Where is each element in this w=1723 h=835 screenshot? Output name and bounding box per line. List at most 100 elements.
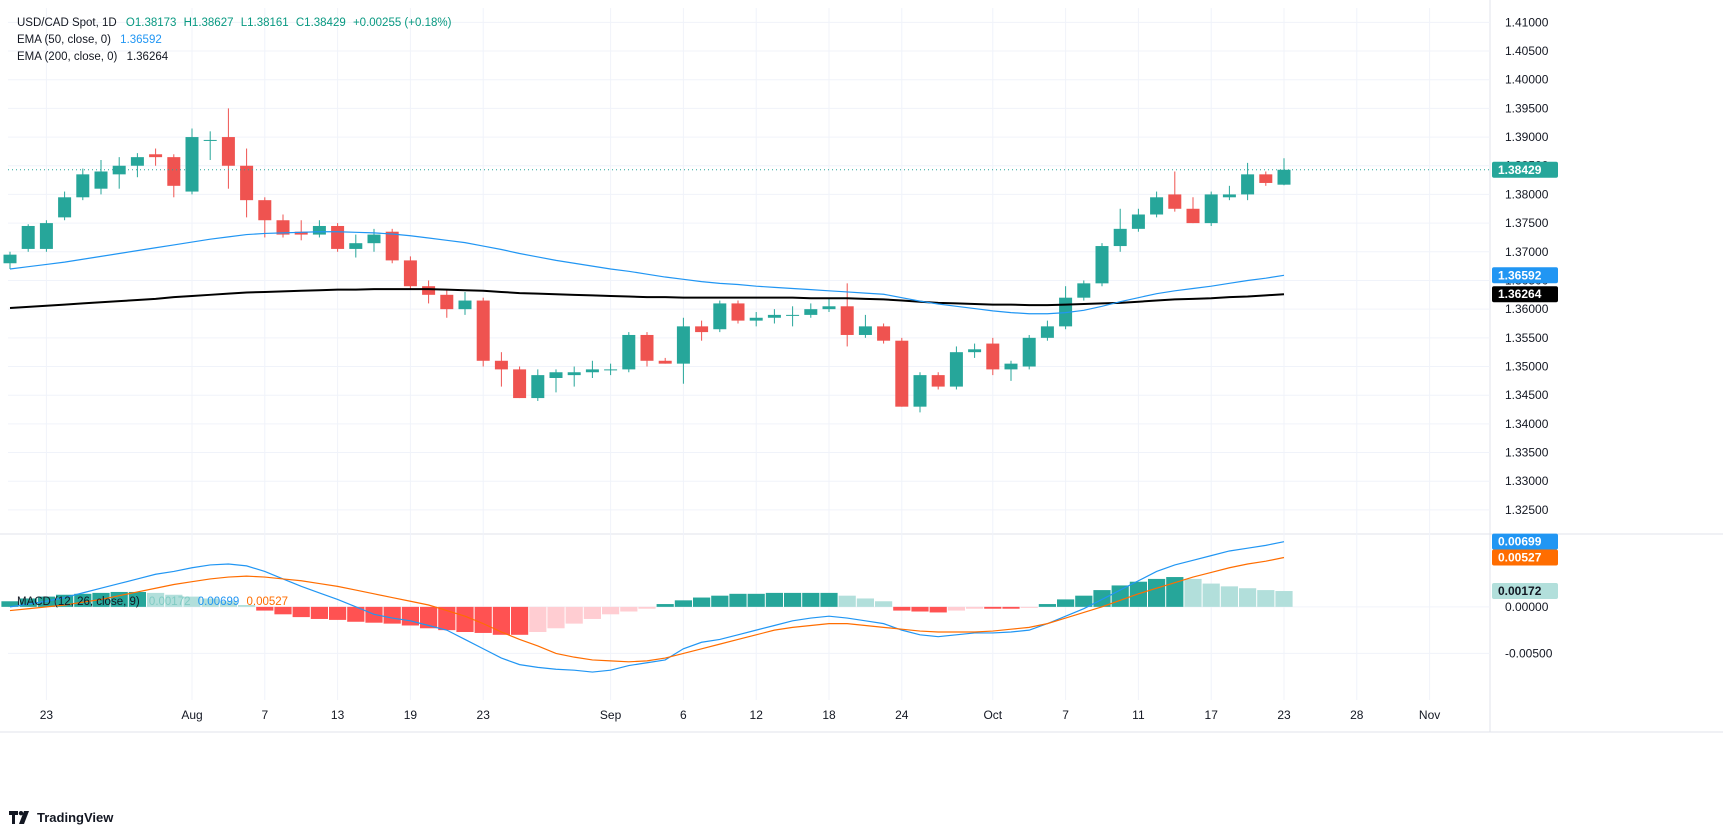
candle-body: [294, 231, 308, 235]
macd-hist-bar: [1002, 606, 1020, 609]
candle-body: [676, 326, 690, 364]
macd-hist-bar: [219, 601, 237, 607]
macd-hist-bar: [19, 598, 37, 607]
candle-body: [1204, 194, 1218, 224]
candle-body: [76, 174, 90, 198]
macd-hist-bar: [238, 604, 256, 607]
candle-body: [94, 171, 108, 189]
macd-hist-bar: [638, 606, 656, 609]
candle-body: [1259, 174, 1273, 183]
macd-hist-bar: [128, 591, 146, 607]
candle-body: [695, 326, 709, 333]
candle-body: [1241, 174, 1255, 195]
candle-body: [877, 326, 891, 341]
tradingview-brand[interactable]: TradingView: [9, 810, 113, 825]
candle-body: [21, 225, 35, 249]
macd-hist-bar: [966, 606, 984, 609]
macd-hist-bar: [820, 592, 838, 607]
hist-badge: 0.00172: [1498, 584, 1542, 598]
candle-body: [567, 372, 581, 376]
macd-hist-bar: [565, 606, 583, 624]
candle-body: [585, 369, 599, 373]
macd-hist-bar: [911, 606, 929, 612]
time-tick-label: 7: [261, 708, 268, 722]
candle-body: [440, 294, 454, 310]
candle-body: [422, 286, 436, 295]
ema50-value: 1.36592: [120, 34, 162, 46]
ema200-legend: EMA (200, close, 0) 1.36264: [17, 51, 172, 63]
close-value: C1.38429: [295, 17, 346, 29]
signal-line: [9, 556, 1285, 663]
time-tick-label: 19: [404, 708, 418, 722]
candle-body: [167, 157, 181, 186]
macd-hist-bar: [165, 594, 183, 607]
macd-hist-bar: [347, 606, 365, 622]
time-tick-label: 23: [40, 708, 54, 722]
low-value: L1.38161: [240, 17, 289, 29]
candle-body: [240, 165, 254, 201]
macd-hist-bar: [1184, 578, 1202, 607]
ema200-badge: 1.36264: [1498, 287, 1542, 301]
candle-body: [130, 157, 144, 166]
candle-body: [640, 334, 654, 361]
price-tick-label: 1.37000: [1505, 245, 1549, 259]
macd-hist-bar: [784, 592, 802, 607]
time-tick-label: 18: [822, 708, 836, 722]
ema50-label: EMA (50, close, 0): [17, 34, 111, 46]
candle-body: [713, 303, 727, 330]
macd-hist-bar: [1, 601, 19, 607]
macd-hist-bar: [147, 592, 165, 607]
macd-value: 0.00699: [197, 596, 240, 608]
ema200-line: [9, 288, 1285, 310]
macd-hist-bar: [401, 606, 419, 626]
candle-body: [1168, 194, 1182, 209]
macd-hist-value: 0.00172: [148, 596, 191, 608]
macd-hist-bar: [1111, 585, 1129, 607]
candle-body: [513, 369, 527, 399]
candle-body: [476, 300, 490, 361]
macd-hist-bar: [474, 606, 492, 633]
candle-body: [1113, 228, 1127, 247]
macd-hist-bar: [456, 606, 474, 633]
macd-hist-bar: [383, 606, 401, 624]
signal-badge-bg: [1492, 549, 1558, 566]
macd-hist-bar: [292, 606, 310, 618]
candle-body: [185, 137, 199, 192]
time-tick-label: 11: [1132, 708, 1145, 722]
time-tick-label: 7: [1062, 708, 1069, 722]
candle-body: [203, 139, 217, 141]
last-price-badge-bg: [1492, 161, 1558, 178]
candle-body: [349, 243, 363, 249]
macd-hist-bar: [802, 592, 820, 607]
price-tick-label: 1.41000: [1505, 15, 1549, 29]
macd-line: [9, 541, 1285, 673]
candle-body: [1150, 197, 1164, 215]
candle-body: [221, 137, 235, 166]
price-tick-label: 1.33000: [1505, 474, 1549, 488]
candle-body: [1077, 283, 1091, 298]
candle-body: [331, 225, 345, 249]
macd-hist-bar: [1239, 588, 1257, 607]
price-tick-label: 1.34000: [1505, 417, 1549, 431]
macd-tick-label: 0.00000: [1505, 600, 1549, 614]
high-value: H1.38627: [183, 17, 234, 29]
candle-body: [494, 360, 508, 370]
macd-hist-bar: [511, 606, 529, 635]
ema200-label: EMA (200, close, 0): [17, 51, 118, 63]
symbol-legend: USD/CAD Spot, 1D O1.38173 H1.38627 L1.38…: [17, 17, 455, 29]
candle-body: [822, 306, 836, 310]
time-tick-label: 6: [680, 708, 687, 722]
macd-hist-bar: [492, 606, 510, 635]
macd-hist-bar: [1057, 599, 1075, 607]
macd-hist-bar: [1075, 595, 1093, 607]
macd-hist-bar: [1020, 606, 1038, 608]
macd-hist-bar: [1220, 586, 1238, 607]
price-tick-label: 1.35000: [1505, 360, 1549, 374]
candle-body: [913, 375, 927, 407]
price-tick-label: 1.32500: [1505, 503, 1549, 517]
macd-hist-bar: [1166, 577, 1184, 607]
macd-hist-bar: [1257, 590, 1275, 607]
macd-hist-bar: [856, 598, 874, 607]
candle-body: [312, 225, 326, 235]
